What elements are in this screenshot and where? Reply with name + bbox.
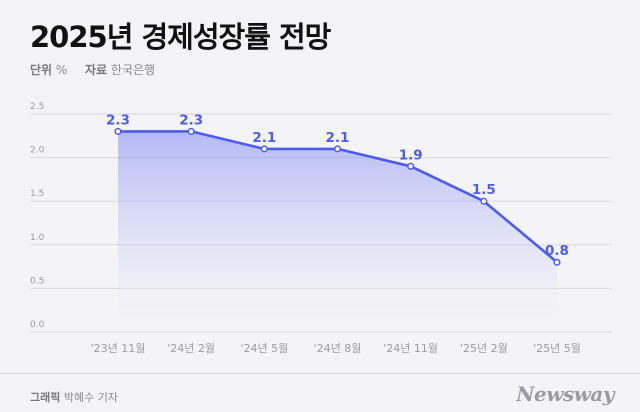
data-label: 2.3 <box>179 112 203 128</box>
data-labels: 2.3 2.3 2.1 2.1 1.9 1.5 0.8 <box>106 112 569 259</box>
data-point <box>480 197 488 205</box>
newsway-logo: Newsway <box>516 382 614 406</box>
credit: 그래픽 박혜수 기자 <box>30 389 118 405</box>
x-tick-label: '24년 5월 <box>240 342 288 355</box>
source-value: 한국은행 <box>110 63 156 77</box>
x-tick-label: '24년 8월 <box>314 342 362 355</box>
data-points <box>114 127 561 266</box>
x-tick-label: '24년 2월 <box>167 342 215 355</box>
data-point <box>333 145 342 153</box>
credit-label: 그래픽 <box>30 391 61 404</box>
data-point <box>187 127 195 135</box>
y-tick-label: 1.5 <box>30 189 44 199</box>
data-point <box>553 258 561 266</box>
y-tick-label: 2.5 <box>30 102 44 112</box>
y-tick-label: 1.0 <box>30 233 45 243</box>
y-tick-label: 0.0 <box>30 320 45 330</box>
x-axis: '23년 11월 '24년 2월 '24년 5월 '24년 8월 '24년 11월 '25… <box>91 342 581 355</box>
y-tick-label: 2.0 <box>30 146 45 156</box>
footer-divider <box>0 373 640 374</box>
credit-author: 박혜수 기자 <box>63 391 118 404</box>
data-label: 1.5 <box>472 182 496 198</box>
series-area-fill <box>118 131 557 332</box>
unit-label: 단위 <box>30 63 53 77</box>
unit-value: % <box>55 63 68 77</box>
data-point <box>114 127 122 135</box>
x-tick-label: '25년 2월 <box>460 342 508 355</box>
x-tick-label: '25년 5월 <box>533 342 581 355</box>
x-tick-label: '24년 11월 <box>383 342 438 355</box>
source-label: 자료 <box>84 63 108 77</box>
data-label: 2.1 <box>326 130 350 146</box>
chart-meta: 단위 % 자료 한국은행 <box>30 61 155 78</box>
data-label: 1.9 <box>399 147 423 163</box>
data-point <box>407 162 415 170</box>
y-axis: 0.0 0.5 1.0 1.5 2.0 2.5 <box>30 102 45 330</box>
data-point <box>260 145 268 153</box>
x-tick-label: '23년 11월 <box>91 342 146 355</box>
data-label: 2.3 <box>106 112 130 128</box>
chart-title: 2025년 경제성장률 전망 <box>30 20 331 54</box>
data-label: 0.8 <box>545 243 569 259</box>
line-chart: 0.0 0.5 1.0 1.5 2.0 2.5 '23년 11월 '24년 2월 '24년 5… <box>30 102 612 355</box>
data-label: 2.1 <box>252 130 276 146</box>
y-tick-label: 0.5 <box>30 276 44 286</box>
